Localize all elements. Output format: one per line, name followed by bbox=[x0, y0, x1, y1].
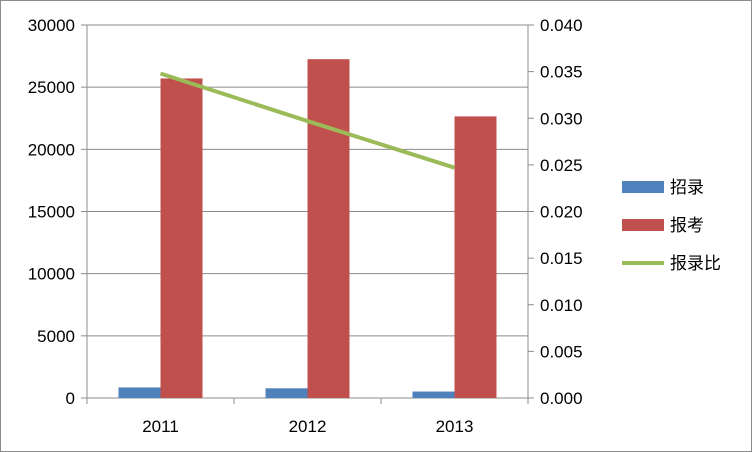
ratio-line bbox=[159, 71, 456, 170]
right-axis-tick-label: 0.025 bbox=[540, 156, 583, 175]
left-axis-tick-label: 0 bbox=[66, 389, 75, 408]
bar-zhaolu bbox=[265, 388, 308, 398]
bar-baokao bbox=[160, 78, 203, 399]
right-axis-tick-label: 0.035 bbox=[540, 63, 583, 82]
right-axis-tick-label: 0.015 bbox=[540, 249, 583, 268]
left-axis-tick-label: 15000 bbox=[28, 203, 75, 222]
x-axis-tick-label: 2013 bbox=[436, 417, 474, 436]
legend-label: 报考 bbox=[670, 216, 704, 236]
right-axis-tick-label: 0.040 bbox=[540, 16, 583, 35]
left-axis-tick-label: 30000 bbox=[28, 16, 75, 35]
x-axis-tick-label: 2012 bbox=[289, 417, 327, 436]
left-axis-tick-label: 10000 bbox=[28, 265, 75, 284]
right-axis-tick-label: 0.010 bbox=[540, 296, 583, 315]
legend-label: 报录比 bbox=[670, 254, 721, 274]
bar-baokao bbox=[454, 116, 497, 398]
left-axis-tick-label: 20000 bbox=[28, 140, 75, 159]
bar-baokao bbox=[307, 59, 350, 399]
left-axis-tick-label: 25000 bbox=[28, 78, 75, 97]
legend-swatch bbox=[622, 181, 664, 193]
right-axis-tick-label: 0.005 bbox=[540, 342, 583, 361]
left-axis-tick-label: 5000 bbox=[37, 327, 75, 346]
right-axis-tick-label: 0.020 bbox=[540, 203, 583, 222]
x-axis-tick-label: 2011 bbox=[142, 417, 179, 436]
bar-zhaolu bbox=[412, 391, 455, 398]
tick-labels: 0 5000 10000 15000 20000 25000 30000 0.000 0.005… bbox=[28, 16, 583, 436]
bar-zhaolu bbox=[118, 387, 161, 398]
right-axis-tick-label: 0.030 bbox=[540, 109, 583, 128]
legend-label: 招录 bbox=[670, 178, 704, 198]
bars bbox=[118, 59, 497, 399]
right-axis-tick-label: 0.000 bbox=[540, 389, 583, 408]
legend-swatch bbox=[622, 219, 664, 231]
ratio-series-line bbox=[159, 71, 456, 170]
